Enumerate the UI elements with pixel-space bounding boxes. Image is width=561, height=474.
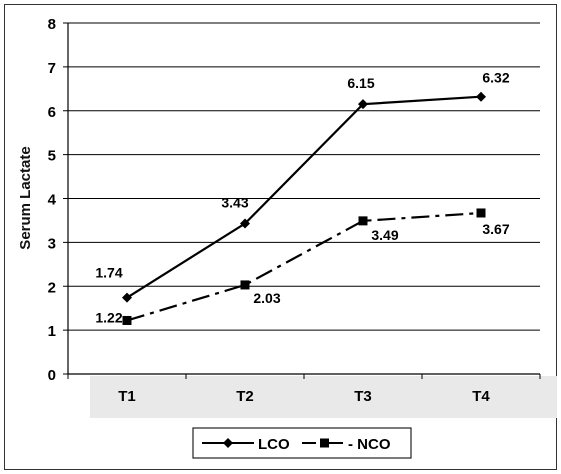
axes (63, 22, 541, 379)
data-point-nco (358, 216, 368, 226)
y-tick-label: 6 (48, 104, 56, 121)
gridlines (68, 22, 540, 331)
y-tick-label: 2 (48, 279, 56, 296)
y-tick-label: 4 (48, 192, 57, 209)
x-tick-label: T1 (118, 388, 136, 405)
x-tick-label: T3 (354, 388, 372, 405)
y-tick-label: 8 (48, 16, 56, 33)
data-label-lco: 1.74 (95, 265, 122, 281)
legend-lco-label: LCO (258, 436, 290, 453)
data-point-lco (476, 91, 486, 102)
data-point-nco (122, 315, 132, 325)
legend-nco-label: - NCO (348, 436, 391, 453)
data-label-lco: 6.32 (482, 70, 509, 86)
x-tick-labels: T1 T2 T3 T4 (118, 388, 490, 405)
data-label-nco: 3.49 (371, 227, 398, 243)
y-tick-labels: 0 1 2 3 4 5 6 7 8 (48, 16, 57, 384)
y-tick-label: 1 (48, 323, 56, 340)
data-label-lco: 6.15 (347, 75, 374, 91)
x-tick-label: T2 (236, 388, 254, 405)
series-line-lco (126, 95, 482, 299)
x-axis-band (90, 376, 557, 418)
data-label-nco: 2.03 (253, 290, 280, 306)
data-point-lco (122, 292, 132, 303)
series (122, 91, 486, 325)
y-tick-label: 3 (48, 235, 56, 252)
data-point-nco (240, 280, 250, 290)
data-point-lco (240, 218, 250, 229)
y-tick-label: 5 (48, 148, 56, 165)
x-tick-label: T4 (472, 388, 490, 405)
data-labels: 1.74 3.43 6.15 6.32 1.22 2.03 3.49 3.67 (95, 70, 509, 326)
legend-nco-marker (320, 438, 329, 448)
y-axis-label: Serum Lactate (17, 146, 34, 249)
data-point-nco (476, 208, 486, 218)
data-label-nco: 3.67 (482, 221, 509, 237)
legend: LCO - NCO (192, 427, 412, 459)
series-line-nco (126, 211, 482, 322)
data-label-lco: 3.43 (221, 195, 248, 211)
data-point-lco (358, 99, 368, 110)
y-tick-label: 0 (48, 367, 56, 384)
y-tick-label: 7 (48, 60, 56, 77)
data-label-nco: 1.22 (95, 309, 122, 325)
legend-lco-marker (223, 438, 233, 448)
